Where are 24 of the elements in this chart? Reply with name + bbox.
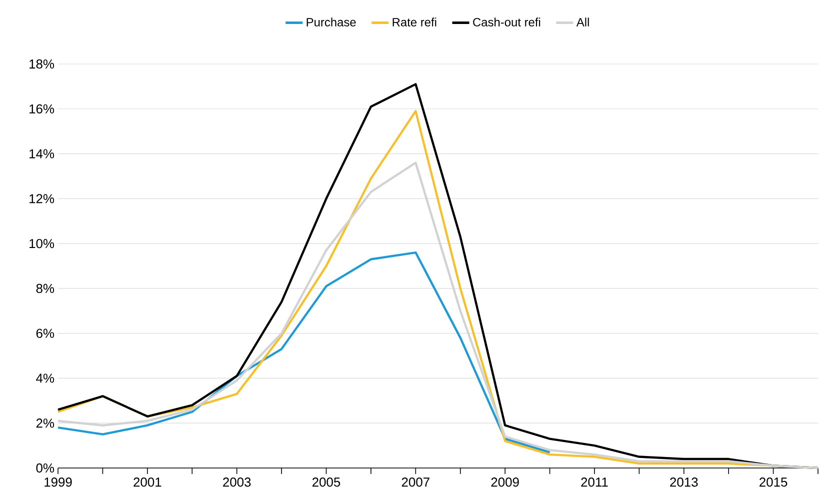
legend-label: Cash-out refi xyxy=(473,18,540,26)
legend-label: All xyxy=(576,18,589,26)
y-tick-label: 18% xyxy=(30,59,54,69)
x-tick-label: 2005 xyxy=(312,478,340,487)
y-tick-label: 4% xyxy=(36,374,54,383)
x-tick-label: 1999 xyxy=(44,478,72,487)
y-tick-label: 6% xyxy=(36,328,54,338)
line-series xyxy=(56,251,551,454)
y-tick-label: 2% xyxy=(36,418,54,428)
legend-label: Purchase xyxy=(306,18,356,26)
x-tick-label: 2001 xyxy=(134,478,162,487)
y-tick-label: 10% xyxy=(30,238,54,248)
y-tick-label: 8% xyxy=(36,284,54,294)
x-tick-label: 2011 xyxy=(581,478,608,487)
x-tick-label: 2007 xyxy=(402,478,430,487)
x-tick-label: 2009 xyxy=(491,478,519,487)
y-tick-label: 16% xyxy=(30,104,54,114)
x-tick-label: 2003 xyxy=(223,478,251,487)
y-tick-label: 12% xyxy=(30,194,54,204)
y-tick-label: 0% xyxy=(36,463,54,473)
x-tick-label: 2013 xyxy=(670,478,698,487)
legend-label: Rate refi xyxy=(392,18,436,26)
x-tick-label: 2015 xyxy=(760,478,788,487)
y-tick-label: 14% xyxy=(30,149,54,158)
